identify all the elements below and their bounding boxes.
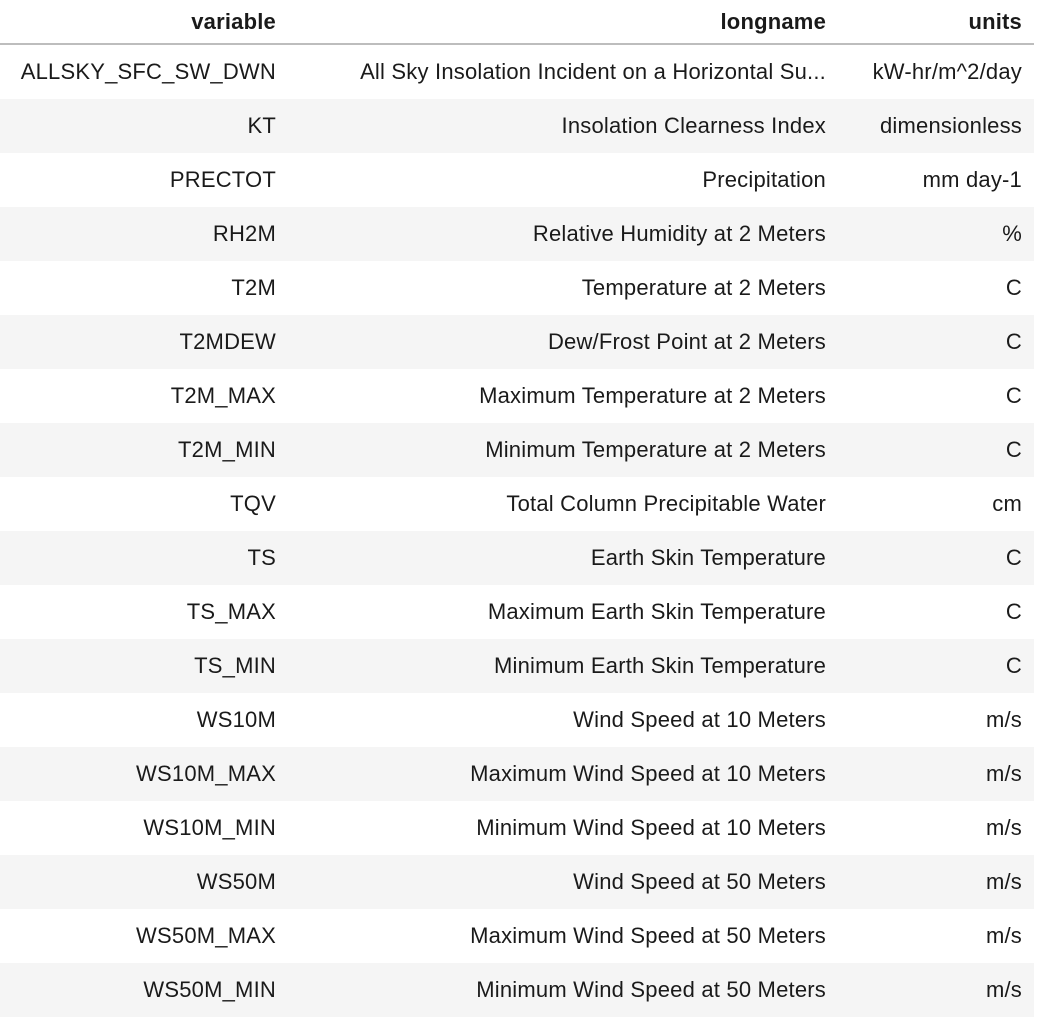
units-cell: % <box>1002 221 1022 246</box>
column-header-units: units <box>838 0 1034 45</box>
column-header-longname: longname <box>288 0 838 45</box>
variable-cell: ALLSKY_SFC_SW_DWN <box>20 59 276 84</box>
table-row: ALLSKY_SFC_SW_DWN All Sky Insolation Inci… <box>0 44 1034 99</box>
units-cell: mm day-1 <box>922 167 1022 192</box>
variable-cell: WS10M_MAX <box>136 761 276 786</box>
table-row: WS50M Wind Speed at 50 Meters m/s <box>0 855 1034 909</box>
longname-cell: Insolation Clearness Index <box>561 113 826 138</box>
table-row: T2M Temperature at 2 Meters C <box>0 261 1034 315</box>
units-cell: C <box>1005 545 1022 570</box>
longname-cell: Relative Humidity at 2 Meters <box>532 221 826 246</box>
units-cell: m/s <box>985 761 1022 786</box>
longname-cell: Earth Skin Temperature <box>590 545 826 570</box>
table-row: WS50M_MAX Maximum Wind Speed at 50 Meters… <box>0 909 1034 963</box>
table-row: WS10M_MIN Minimum Wind Speed at 10 Meters… <box>0 801 1034 855</box>
table-row: TS Earth Skin Temperature C <box>0 531 1034 585</box>
variable-cell: WS10M_MIN <box>143 815 276 840</box>
variable-cell: WS10M <box>196 707 276 732</box>
table-body: ALLSKY_SFC_SW_DWN All Sky Insolation Inci… <box>0 44 1034 1017</box>
variable-cell: TS <box>247 545 276 570</box>
table-row: T2MDEW Dew/Frost Point at 2 Meters C <box>0 315 1034 369</box>
longname-cell: Temperature at 2 Meters <box>581 275 826 300</box>
table-row: T2M_MAX Maximum Temperature at 2 Meters C <box>0 369 1034 423</box>
table-header: variable longname units <box>0 0 1034 45</box>
longname-cell: All Sky Insolation Incident on a Horizon… <box>360 59 826 84</box>
units-cell: C <box>1005 275 1022 300</box>
units-cell: dimensionless <box>879 113 1022 138</box>
variable-cell: KT <box>247 113 276 138</box>
variable-cell: PRECTOT <box>169 167 276 192</box>
table-row: TQV Total Column Precipitable Water cm <box>0 477 1034 531</box>
table-row: KT Insolation Clearness Index dimensionles… <box>0 99 1034 153</box>
variable-cell: WS50M <box>196 869 276 894</box>
longname-cell: Precipitation <box>702 167 826 192</box>
units-cell: C <box>1005 383 1022 408</box>
longname-cell: Wind Speed at 10 Meters <box>573 707 826 732</box>
column-header-variable: variable <box>0 0 288 45</box>
units-cell: C <box>1005 599 1022 624</box>
table-row: RH2M Relative Humidity at 2 Meters% <box>0 207 1034 261</box>
units-cell: m/s <box>985 707 1022 732</box>
longname-cell: Minimum Wind Speed at 10 Meters <box>476 815 826 840</box>
variable-cell: WS50M_MAX <box>136 923 276 948</box>
longname-cell: Maximum Wind Speed at 50 Meters <box>470 923 826 948</box>
table-row: PRECTOT Precipitation mm day-1 <box>0 153 1034 207</box>
dataframe-table: variable longname units ALLSKY_SFC_SW_DW… <box>0 0 1034 1017</box>
units-cell: C <box>1005 437 1022 462</box>
variable-cell: T2M_MIN <box>178 437 276 462</box>
units-cell: m/s <box>985 977 1022 1002</box>
variable-cell: T2MDEW <box>179 329 276 354</box>
table-row: WS50M_MIN Minimum Wind Speed at 50 Meters… <box>0 963 1034 1017</box>
longname-cell: Dew/Frost Point at 2 Meters <box>547 329 826 354</box>
longname-cell: Maximum Wind Speed at 10 Meters <box>470 761 826 786</box>
variable-cell: WS50M_MIN <box>143 977 276 1002</box>
units-cell: m/s <box>985 815 1022 840</box>
table-row: WS10M_MAX Maximum Wind Speed at 10 Meters… <box>0 747 1034 801</box>
longname-cell: Wind Speed at 50 Meters <box>573 869 826 894</box>
variable-cell: TQV <box>230 491 276 516</box>
table-row: TS_MIN Minimum Earth Skin Temperature C <box>0 639 1034 693</box>
variable-cell: TS_MIN <box>194 653 276 678</box>
longname-cell: Maximum Earth Skin Temperature <box>487 599 826 624</box>
longname-cell: Total Column Precipitable Water <box>506 491 826 516</box>
units-cell: m/s <box>985 869 1022 894</box>
longname-cell: Maximum Temperature at 2 Meters <box>479 383 826 408</box>
table-row: TS_MAX Maximum Earth Skin Temperature C <box>0 585 1034 639</box>
header-row: variable longname units <box>0 0 1034 45</box>
longname-cell: Minimum Temperature at 2 Meters <box>485 437 826 462</box>
units-cell: cm <box>992 491 1022 516</box>
longname-cell: Minimum Earth Skin Temperature <box>493 653 826 678</box>
units-cell: m/s <box>985 923 1022 948</box>
units-cell: C <box>1005 653 1022 678</box>
variable-cell: T2M_MAX <box>170 383 276 408</box>
units-cell: kW-hr/m^2/day <box>872 59 1022 84</box>
table-row: T2M_MIN Minimum Temperature at 2 Meters C <box>0 423 1034 477</box>
variable-cell: RH2M <box>212 221 276 246</box>
table-row: WS10M Wind Speed at 10 Meters m/s <box>0 693 1034 747</box>
units-cell: C <box>1005 329 1022 354</box>
variable-cell: TS_MAX <box>186 599 276 624</box>
longname-cell: Minimum Wind Speed at 50 Meters <box>476 977 826 1002</box>
variable-cell: T2M <box>231 275 276 300</box>
